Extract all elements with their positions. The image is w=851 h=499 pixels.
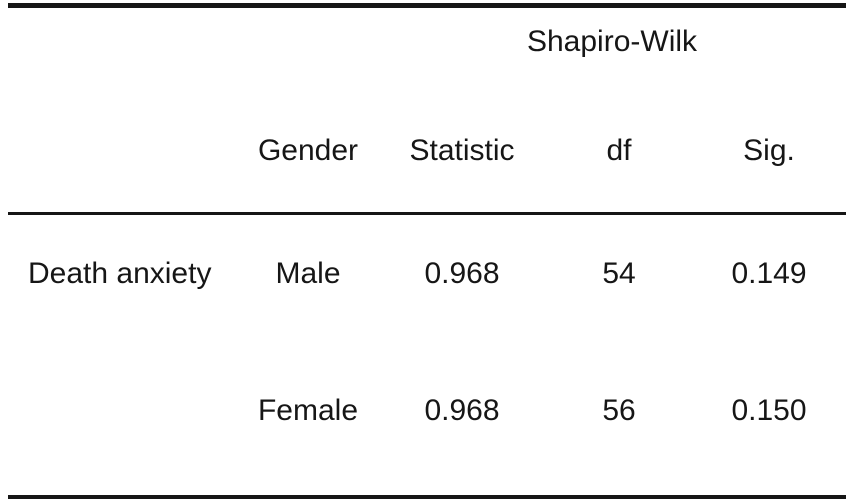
col-header-sig: Sig. <box>692 79 847 215</box>
table-row-male: Death anxiety Male 0.968 54 0.149 <box>8 214 846 333</box>
row-label-empty <box>8 332 238 497</box>
span-header-shapiro-wilk: Shapiro-Wilk <box>526 24 698 58</box>
table-row-female: Female 0.968 56 0.150 <box>8 332 846 497</box>
empty-header-cell <box>8 79 238 215</box>
col-header-gender: Gender <box>238 79 378 215</box>
statistic-cell: 0.968 <box>424 393 500 427</box>
statistic-cell: 0.968 <box>424 256 500 290</box>
col-header-statistic: Statistic <box>378 79 546 215</box>
shapiro-wilk-table: Shapiro-Wilk Gender Statistic df Sig. De… <box>8 3 847 499</box>
span-header-row: Shapiro-Wilk <box>8 6 846 80</box>
df-cell: 56 <box>602 393 636 427</box>
column-header-row: Gender Statistic df Sig. <box>8 79 847 215</box>
row-label-death-anxiety: Death anxiety <box>28 256 212 290</box>
gender-cell: Female <box>257 393 359 427</box>
df-cell: 54 <box>602 256 636 290</box>
empty-header-cell <box>238 6 378 80</box>
gender-cell: Male <box>275 256 341 290</box>
col-header-df: df <box>546 79 692 215</box>
sig-cell: 0.150 <box>731 393 807 427</box>
empty-header-cell <box>8 6 238 80</box>
sig-cell: 0.149 <box>731 256 807 290</box>
